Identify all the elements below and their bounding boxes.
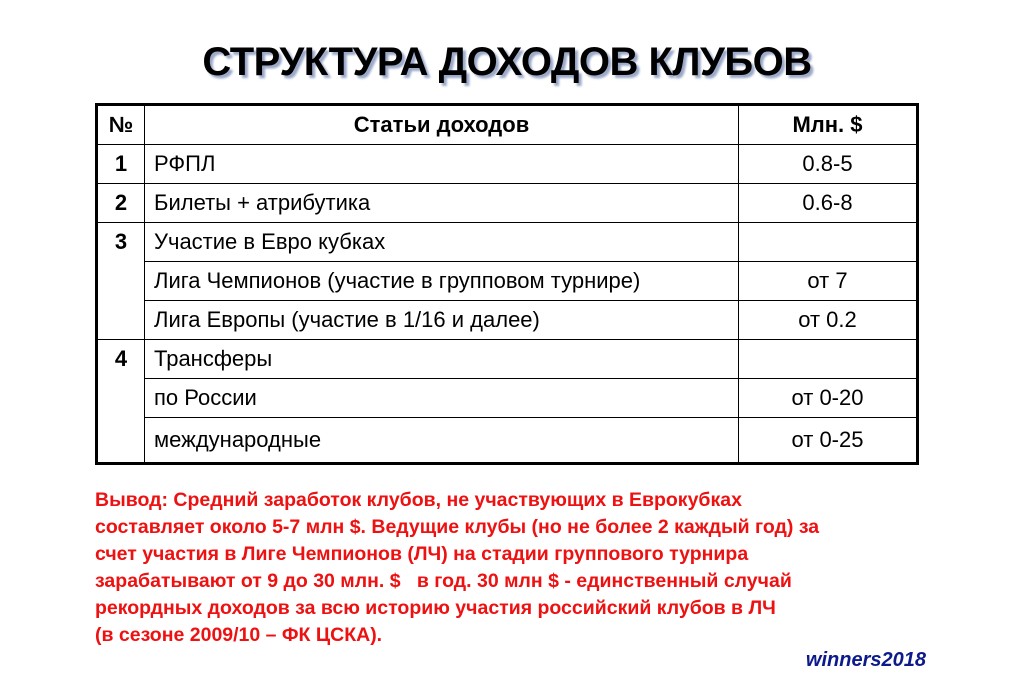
row-value (738, 339, 918, 379)
row-item: Лига Европы (участие в 1/16 и далее) (144, 300, 739, 340)
row-number: 4 (96, 339, 145, 464)
row-item: Трансферы (144, 339, 739, 379)
conclusion-line: зарабатывают от 9 до 30 млн. $ в год. 30… (95, 570, 792, 592)
table-row: по России от 0-20 (97, 378, 918, 418)
table-row: Лига Европы (участие в 1/16 и далее) от … (97, 300, 918, 340)
row-value: от 0-25 (738, 417, 918, 464)
row-value: 0.8-5 (738, 144, 918, 184)
row-number: 1 (96, 144, 145, 184)
table-row: 4 Трансферы (96, 339, 918, 464)
row-item: Лига Чемпионов (участие в групповом турн… (144, 261, 739, 301)
row-value: от 0.2 (738, 300, 918, 340)
row-value: 0.6-8 (738, 183, 918, 223)
signature: winners2018 (805, 649, 926, 671)
row-value (738, 222, 918, 262)
table-row: Лига Чемпионов (участие в групповом турн… (97, 261, 918, 301)
row-number: 3 (96, 222, 145, 340)
row-item: Участие в Евро кубках (144, 222, 739, 262)
conclusion-line: составляет около 5-7 млн $. Ведущие клуб… (95, 516, 820, 538)
row-value: от 0-20 (738, 378, 918, 418)
header-number: № (96, 104, 145, 145)
header-value: Млн. $ (738, 104, 918, 145)
conclusion-line: (в сезоне 2009/10 – ФК ЦСКА). (95, 624, 383, 646)
conclusion-line: рекордных доходов за всю историю участия… (95, 597, 776, 619)
conclusion-line: Вывод: Средний заработок клубов, не учас… (95, 489, 742, 511)
table-row: 1 РФПЛ 0.8-5 (96, 144, 918, 184)
conclusion-line: счет участия в Лиге Чемпионов (ЛЧ) на ст… (95, 543, 749, 565)
row-item: Билеты + атрибутика (144, 183, 739, 223)
table-row: международные от 0-25 (97, 417, 918, 464)
row-item: по России (144, 378, 739, 418)
row-item: РФПЛ (144, 144, 739, 184)
page-title: СТРУКТУРА ДОХОДОВ КЛУБОВ (202, 40, 812, 84)
row-item: международные (144, 417, 739, 464)
header-item: Статьи доходов (144, 104, 739, 145)
conclusion-text: Вывод: Средний заработок клубов, не учас… (95, 487, 955, 649)
table-row: 2 Билеты + атрибутика 0.6-8 (96, 183, 918, 223)
table-header-row: № Статьи доходов Млн. $ (96, 104, 918, 145)
row-value: от 7 (738, 261, 918, 301)
income-table: № Статьи доходов Млн. $ 1 РФПЛ 0.8-5 2 Б… (95, 103, 919, 465)
table-row: 3 Участие в Евро кубках (96, 222, 918, 340)
row-number: 2 (96, 183, 145, 223)
